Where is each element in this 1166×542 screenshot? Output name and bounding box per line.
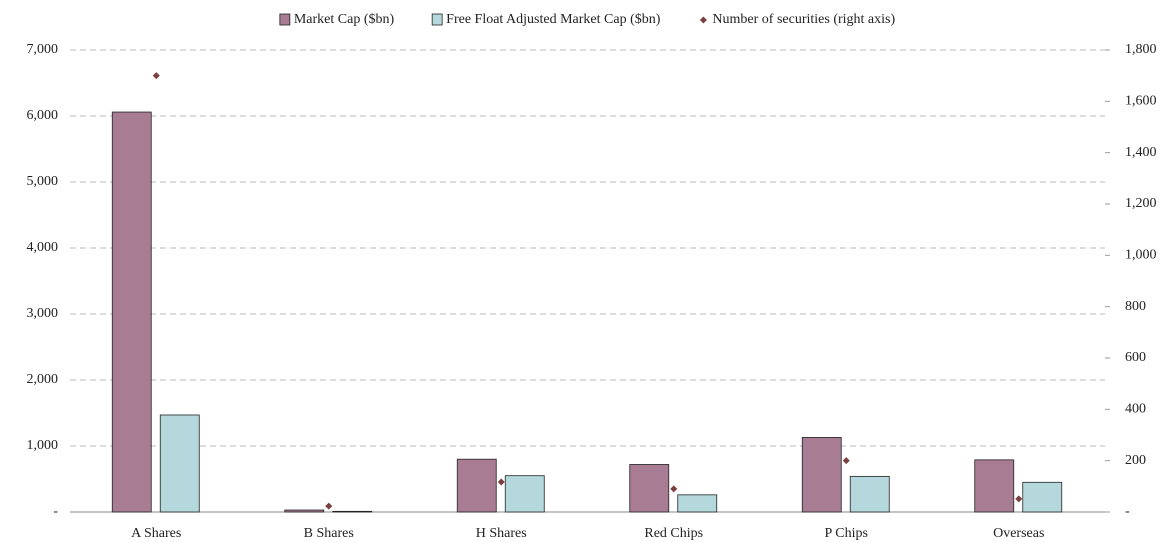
legend-item: Free Float Adjusted Market Cap ($bn) xyxy=(431,12,661,27)
y-tick-label: 6,000 xyxy=(27,108,59,123)
bar xyxy=(111,111,152,513)
bar xyxy=(504,475,545,513)
y-tick-label: 4,000 xyxy=(27,240,59,255)
bar xyxy=(629,464,670,513)
legend-item: Number of securities (right axis) xyxy=(699,12,895,27)
marker xyxy=(670,485,678,493)
x-tick-label: B Shares xyxy=(304,526,354,541)
marker xyxy=(325,502,333,510)
y-tick-label: 3,000 xyxy=(27,306,59,321)
y2-tick-label: 800 xyxy=(1125,299,1146,314)
y2-tick-label: 600 xyxy=(1125,350,1146,365)
x-tick-label: H Shares xyxy=(476,526,527,541)
y2-tick-label: - xyxy=(1125,504,1130,519)
x-tick-label: A Shares xyxy=(131,526,181,541)
marker xyxy=(1015,495,1023,503)
y2-tick-label: 1,800 xyxy=(1125,42,1157,57)
bar xyxy=(456,458,497,513)
x-tick-label: P Chips xyxy=(825,526,868,541)
marker xyxy=(842,457,850,465)
legend-item: Market Cap ($bn) xyxy=(279,12,395,27)
bar xyxy=(332,510,373,513)
legend: Market Cap ($bn) Free Float Adjusted Mark… xyxy=(279,12,895,27)
x-tick-label: Red Chips xyxy=(644,526,703,541)
x-tick-label: Overseas xyxy=(993,526,1044,541)
bar xyxy=(974,459,1015,513)
y2-tick-label: 400 xyxy=(1125,402,1146,417)
y-tick-label: 2,000 xyxy=(27,372,59,387)
y2-tick-label: 1,600 xyxy=(1125,94,1157,109)
marker xyxy=(497,478,505,486)
bar xyxy=(801,437,842,513)
y2-tick-label: 1,200 xyxy=(1125,196,1157,211)
legend-marker xyxy=(279,13,291,26)
y2-tick-label: 200 xyxy=(1125,453,1146,468)
y-tick-label: - xyxy=(53,504,58,519)
bar xyxy=(849,475,890,513)
y-tick-label: 5,000 xyxy=(27,174,59,189)
marker xyxy=(152,72,160,80)
bar xyxy=(1022,481,1063,513)
bar xyxy=(159,414,200,513)
bar xyxy=(677,494,718,513)
legend-label: Market Cap ($bn) xyxy=(294,12,395,27)
y-tick-label: 1,000 xyxy=(27,438,59,453)
bar xyxy=(284,509,325,513)
legend-label: Number of securities (right axis) xyxy=(712,12,895,27)
y2-tick-label: 1,400 xyxy=(1125,145,1157,160)
legend-marker xyxy=(431,13,443,26)
legend-marker xyxy=(699,16,707,24)
legend-label: Free Float Adjusted Market Cap ($bn) xyxy=(446,12,661,27)
y2-tick-label: 1,000 xyxy=(1125,248,1157,263)
y-tick-label: 7,000 xyxy=(27,42,59,57)
